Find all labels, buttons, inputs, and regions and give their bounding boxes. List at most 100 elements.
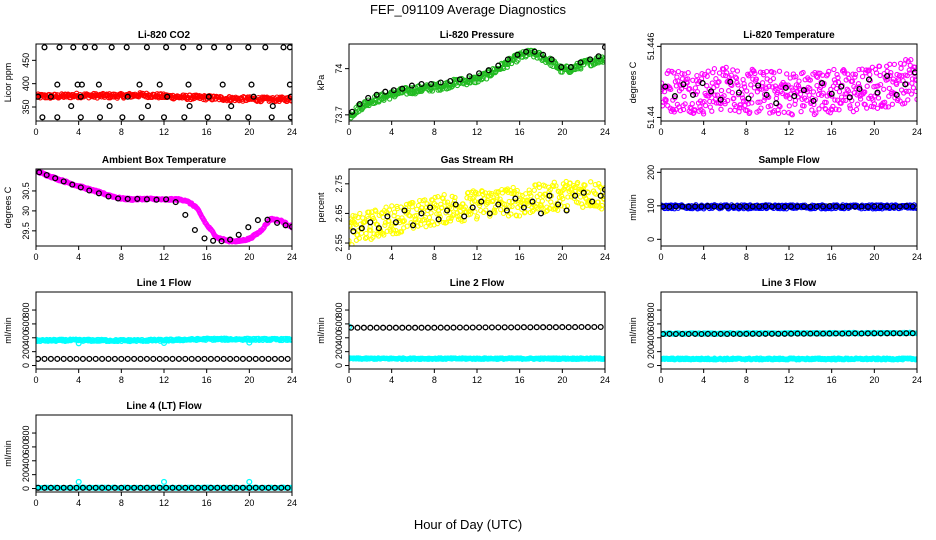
y-axis-label: ml/min [628, 194, 638, 221]
data-point [912, 76, 917, 82]
data-point [685, 330, 692, 338]
data-point [588, 179, 594, 185]
series-1 [349, 44, 605, 115]
data-point [134, 195, 141, 202]
y-tick-label: 2.55 [334, 234, 344, 252]
data-point [578, 323, 585, 331]
data-point [763, 91, 770, 98]
data-point [893, 91, 900, 98]
data-point [437, 79, 444, 86]
data-point [86, 187, 93, 194]
y-tick-label: 400 [334, 330, 344, 345]
data-point [745, 95, 752, 102]
data-point [389, 203, 395, 209]
y-tick-label: 73.7 [334, 106, 344, 124]
data-point [224, 114, 232, 121]
data-point [153, 196, 160, 203]
series-2 [36, 484, 291, 491]
data-point [714, 83, 720, 89]
data-point [574, 179, 581, 186]
data-point [368, 227, 374, 233]
data-point [39, 114, 46, 121]
data-point [724, 203, 731, 210]
data-point [211, 44, 218, 51]
data-point [124, 93, 131, 100]
data-point [99, 355, 106, 362]
data-point [846, 94, 853, 101]
data-point [452, 201, 459, 208]
data-point [185, 81, 192, 88]
data-point [447, 77, 454, 85]
data-point [546, 324, 553, 331]
data-point [280, 44, 287, 51]
data-point [286, 81, 292, 88]
data-point [514, 187, 520, 194]
y-axis-label: ml/min [628, 317, 638, 344]
data-point [507, 203, 513, 210]
data-point [124, 195, 131, 202]
data-point [711, 203, 718, 210]
data-point [789, 112, 795, 118]
data-point [60, 355, 67, 362]
data-point [735, 82, 741, 88]
data-point [118, 355, 125, 362]
data-point [73, 484, 80, 491]
data-point [201, 484, 208, 491]
data-point [485, 67, 492, 74]
x-tick-label: 16 [202, 375, 212, 385]
data-point [890, 79, 896, 85]
data-point [488, 324, 495, 331]
data-point [156, 355, 163, 362]
y-axis-label: percent [316, 192, 326, 223]
data-point [756, 203, 763, 210]
data-point [807, 77, 813, 83]
data-point [375, 225, 382, 232]
y-tick-label: 800 [646, 303, 656, 318]
data-point [815, 70, 821, 76]
data-point [131, 484, 138, 491]
data-point [143, 484, 150, 491]
data-point [889, 101, 896, 107]
series-2 [349, 323, 604, 331]
data-point [833, 85, 840, 92]
data-point [399, 324, 406, 331]
data-point [714, 92, 721, 98]
data-point [469, 204, 476, 211]
data-point [435, 216, 442, 223]
y-tick-label: 30.5 [21, 182, 31, 200]
data-point [418, 210, 425, 217]
data-point [597, 323, 604, 331]
data-point [390, 87, 397, 94]
data-point [875, 83, 881, 89]
data-point [761, 97, 767, 104]
data-point [689, 89, 695, 95]
data-point [893, 81, 900, 88]
data-point [668, 86, 674, 93]
data-layer [36, 44, 292, 121]
data-point [286, 44, 292, 51]
data-point [718, 87, 725, 94]
data-point [836, 89, 843, 95]
data-point [768, 330, 775, 337]
data-point [36, 484, 42, 491]
data-point [856, 85, 863, 93]
data-point [466, 73, 473, 80]
data-point [160, 339, 168, 347]
data-point [533, 324, 540, 331]
data-point [839, 330, 846, 337]
y-tick-label: 200 [21, 344, 31, 359]
data-point [747, 109, 753, 115]
data-point [800, 203, 807, 210]
data-point [814, 74, 821, 80]
data-point [482, 324, 489, 331]
data-point [119, 114, 126, 121]
data-point [384, 213, 391, 220]
x-tick-label: 24 [912, 127, 922, 137]
data-point [181, 114, 188, 121]
data-point [514, 324, 521, 331]
x-axis: 0 4 8 12 16 20 24 [33, 121, 297, 137]
data-point [137, 355, 144, 362]
